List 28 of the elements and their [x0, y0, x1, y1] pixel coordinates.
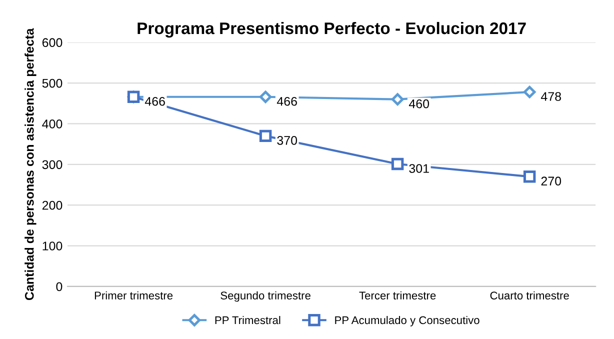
y-tick-label: 300: [42, 160, 62, 170]
data-label: 460: [408, 99, 430, 108]
x-tick-label: Tercer trimestre: [359, 291, 436, 300]
y-tick-label: 500: [42, 78, 62, 88]
x-tick-label: Primer trimestre: [94, 291, 173, 300]
y-tick-label: 600: [42, 38, 62, 48]
data-label: 301: [409, 164, 429, 173]
data-label: 270: [541, 176, 562, 186]
y-tick-label: 100: [42, 242, 62, 250]
point: [391, 93, 404, 106]
point: [523, 170, 536, 183]
data-label: 370: [277, 136, 298, 145]
point: [391, 158, 404, 170]
data-label: 478: [540, 92, 561, 101]
x-tick-label: Cuarto trimestre: [490, 291, 569, 300]
point: [259, 90, 272, 104]
y-tick-label: 200: [42, 200, 62, 210]
x-tick-label: Segundo trimestre: [220, 291, 310, 302]
data-label: 466: [144, 96, 165, 106]
y-axis-title: Cantidad de personas con asistencia perfecta: [24, 28, 36, 300]
y-tick-label: 400: [42, 120, 62, 128]
legend-label: PP Acumulado y Consecutivo: [335, 316, 480, 326]
chart-title: Programa Presentismo Perfecto - Evolucion 2017: [138, 22, 526, 38]
point: [523, 86, 536, 98]
point: [259, 130, 272, 142]
legend-label: PP Trimestral: [215, 316, 280, 324]
y-tick-label: 0: [56, 282, 62, 292]
data-label: 466: [276, 96, 297, 106]
